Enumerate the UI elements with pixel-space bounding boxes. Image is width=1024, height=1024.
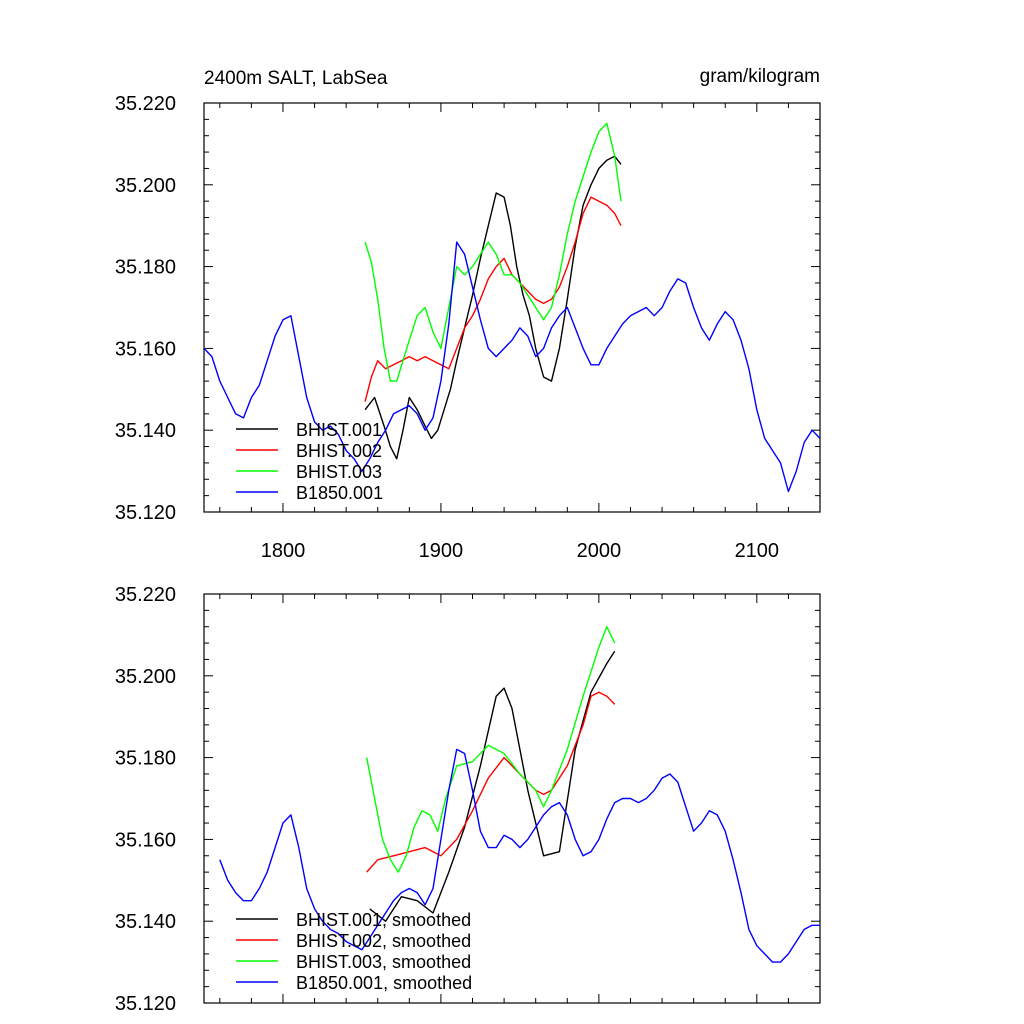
y-tick-label: 35.220 xyxy=(115,584,176,606)
plot-frame xyxy=(203,102,821,513)
legend-label: BHIST.001, smoothed xyxy=(296,910,471,930)
x-tick-label: 2000 xyxy=(577,540,622,562)
y-tick-label: 35.200 xyxy=(115,175,176,197)
x-tick-label: 1900 xyxy=(419,540,464,562)
y-tick-label: 35.120 xyxy=(115,993,176,1015)
legend-label: BHIST.001 xyxy=(296,420,382,440)
y-tick-label: 35.120 xyxy=(115,502,176,524)
series-line-b1850-001-smoothed xyxy=(219,748,820,963)
chart-title-right: gram/kilogram xyxy=(700,66,820,87)
legend-label: BHIST.003, smoothed xyxy=(296,952,471,972)
legend-label: B1850.001 xyxy=(296,483,383,503)
y-tick-label: 35.140 xyxy=(115,911,176,933)
y-tick-label: 35.180 xyxy=(115,748,176,770)
top-panel: 35.120 35.140 35.160 35.180 35.200 35.220 1800… xyxy=(115,93,821,562)
y-tick-label: 35.220 xyxy=(115,93,176,115)
legend-label: B1850.001, smoothed xyxy=(296,973,472,993)
legend-label: BHIST.002 xyxy=(296,441,382,461)
series-line-bhist-001 xyxy=(364,155,622,460)
series-line-bhist-002 xyxy=(364,196,622,402)
series-line-bhist-001-smoothed xyxy=(369,650,616,922)
series-line-bhist-003 xyxy=(364,122,622,382)
chart-title-left: 2400m SALT, LabSea xyxy=(204,68,388,89)
x-tick-label: 2100 xyxy=(735,540,780,562)
legend-label: BHIST.003 xyxy=(296,462,382,482)
series-line-b1850-001 xyxy=(204,241,820,493)
bottom-panel: 35.120 35.140 35.160 35.180 35.200 35.220 BHIS… xyxy=(115,584,821,1015)
legend-label: BHIST.002, smoothed xyxy=(296,931,471,951)
plot-frame xyxy=(203,593,821,1004)
x-tick-label: 1800 xyxy=(261,540,306,562)
y-tick-label: 35.200 xyxy=(115,666,176,688)
y-tick-label: 35.160 xyxy=(115,338,176,360)
series-line-bhist-003-smoothed xyxy=(366,626,616,873)
y-tick-label: 35.140 xyxy=(115,420,176,442)
y-tick-label: 35.160 xyxy=(115,829,176,851)
y-tick-label: 35.180 xyxy=(115,257,176,279)
